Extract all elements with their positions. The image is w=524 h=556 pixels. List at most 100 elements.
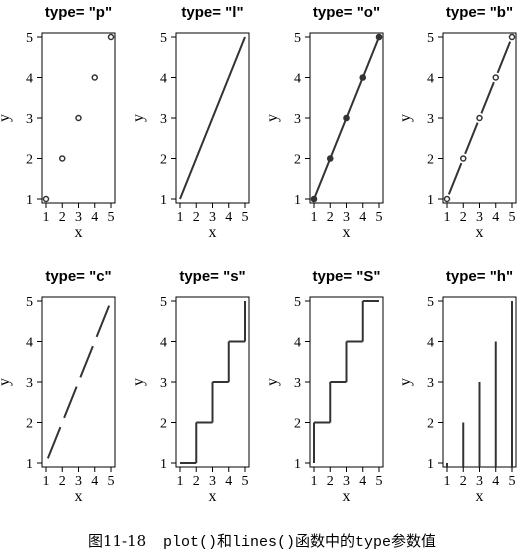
data-point (343, 114, 350, 122)
x-tick-label: 2 (327, 210, 334, 225)
caption-word-and: 和 (216, 532, 232, 550)
data-point (460, 155, 467, 162)
x-tick-label: 3 (209, 474, 216, 489)
y-tick-label: 4 (26, 336, 33, 351)
y-tick-label: 5 (160, 295, 167, 310)
data-point (91, 74, 98, 81)
x-tick-label: 3 (476, 210, 483, 225)
data-point (492, 74, 499, 81)
x-tick-label: 4 (225, 210, 232, 225)
x-tick-label: 4 (359, 474, 366, 489)
chart-title: type= "S" (313, 268, 381, 285)
x-tick-label: 2 (460, 474, 467, 489)
x-axis-label: x (209, 488, 217, 505)
line-segment (195, 117, 214, 159)
data-point (443, 195, 451, 203)
y-tick-label: 3 (160, 376, 167, 391)
x-tick-label: 1 (311, 474, 318, 489)
x-axis-label: x (209, 224, 217, 241)
caption-word-values: 参数值 (391, 532, 437, 550)
line-segment (63, 386, 78, 419)
line-segment (329, 117, 348, 159)
x-tick-label: 5 (376, 210, 383, 225)
x-tick-label: 3 (75, 210, 82, 225)
line-segment (46, 426, 62, 459)
data-point (375, 33, 383, 41)
y-tick-label: 1 (427, 193, 434, 208)
y-axis-label: y (397, 114, 414, 122)
line-segment (313, 158, 332, 200)
data-point (59, 155, 66, 162)
y-tick-label: 4 (160, 72, 167, 87)
y-tick-label: 5 (427, 31, 434, 46)
x-tick-label: 1 (43, 474, 50, 489)
caption-code-lines: lines() (232, 534, 296, 551)
chart-title: type= "s" (179, 268, 245, 285)
x-tick-label: 2 (460, 210, 467, 225)
y-tick-label: 2 (26, 417, 33, 432)
y-tick-label: 4 (427, 72, 434, 87)
x-tick-label: 4 (492, 210, 499, 225)
y-tick-label: 1 (26, 193, 33, 208)
x-tick-label: 5 (242, 474, 249, 489)
y-tick-label: 2 (160, 153, 167, 168)
x-tick-label: 5 (509, 210, 516, 225)
x-tick-label: 5 (242, 210, 249, 225)
y-tick-label: 3 (294, 376, 301, 391)
line-segment (227, 36, 246, 78)
y-tick-label: 5 (26, 31, 33, 46)
x-tick-label: 1 (311, 210, 318, 225)
line-segment (464, 122, 479, 155)
chart-title: type= "p" (45, 4, 112, 21)
caption-code-type: type (355, 534, 392, 551)
y-tick-label: 1 (427, 457, 434, 472)
line-segment (361, 36, 380, 78)
line-segment (179, 158, 198, 200)
chart-title: type= "h" (446, 268, 513, 285)
x-tick-label: 1 (177, 210, 184, 225)
x-tick-label: 4 (91, 474, 98, 489)
y-tick-label: 1 (294, 193, 301, 208)
chart-title: type= "c" (45, 268, 111, 285)
y-tick-label: 4 (294, 72, 301, 87)
y-tick-label: 2 (294, 417, 301, 432)
x-tick-label: 3 (343, 210, 350, 225)
y-axis-label: y (264, 378, 281, 386)
data-point (42, 195, 50, 203)
x-tick-label: 1 (444, 474, 451, 489)
x-tick-label: 4 (359, 210, 366, 225)
x-tick-label: 1 (43, 210, 50, 225)
x-axis-label: x (343, 224, 351, 241)
x-axis-label: x (75, 224, 83, 241)
y-tick-label: 5 (26, 295, 33, 310)
y-axis-label: y (397, 378, 414, 386)
y-tick-label: 2 (294, 153, 301, 168)
chart-title: type= "l" (181, 4, 243, 21)
data-point (326, 155, 334, 162)
line-segment (79, 345, 94, 378)
x-tick-label: 4 (492, 474, 499, 489)
x-tick-label: 3 (75, 474, 82, 489)
y-tick-label: 4 (294, 336, 301, 351)
plot-frame (41, 296, 116, 468)
y-tick-label: 3 (160, 112, 167, 127)
data-point (75, 114, 82, 122)
x-tick-label: 4 (91, 210, 98, 225)
x-tick-label: 5 (509, 474, 516, 489)
y-tick-label: 1 (26, 457, 33, 472)
x-tick-label: 3 (209, 210, 216, 225)
caption-number: 图11-18 (87, 532, 147, 550)
y-tick-label: 4 (160, 336, 167, 351)
x-axis-label: x (476, 224, 484, 241)
x-tick-label: 3 (343, 474, 350, 489)
chart-title: type= "o" (313, 4, 380, 21)
y-tick-label: 1 (160, 193, 167, 208)
line-segment (480, 81, 495, 114)
y-tick-label: 3 (26, 376, 33, 391)
x-tick-label: 5 (376, 474, 383, 489)
